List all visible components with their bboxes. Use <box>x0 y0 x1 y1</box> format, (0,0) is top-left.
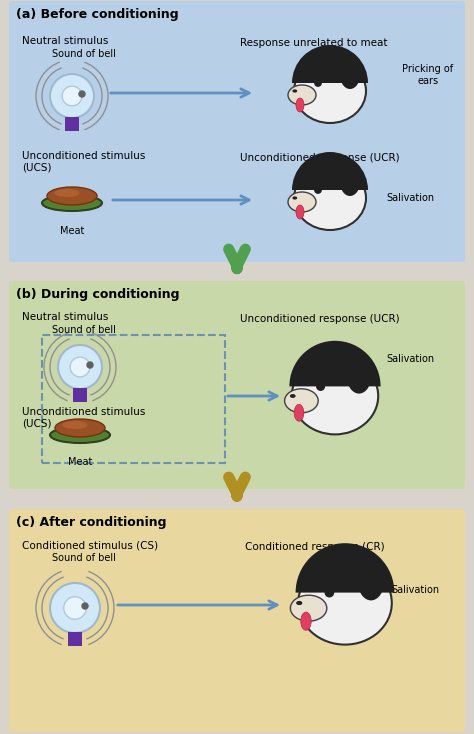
Text: Neutral stimulus: Neutral stimulus <box>22 312 109 322</box>
Ellipse shape <box>294 404 304 421</box>
Ellipse shape <box>340 168 360 196</box>
Circle shape <box>70 357 90 377</box>
Text: Conditioned stimulus (CS): Conditioned stimulus (CS) <box>22 540 158 550</box>
Text: Unconditioned response (UCR): Unconditioned response (UCR) <box>240 314 400 324</box>
Ellipse shape <box>296 601 302 605</box>
Text: Meat: Meat <box>68 457 92 467</box>
Circle shape <box>87 362 93 368</box>
Ellipse shape <box>291 595 327 621</box>
Ellipse shape <box>50 427 110 443</box>
Ellipse shape <box>292 90 297 92</box>
Ellipse shape <box>63 421 88 429</box>
Ellipse shape <box>301 612 311 631</box>
Circle shape <box>79 91 85 97</box>
Wedge shape <box>292 152 368 190</box>
Text: Conditioned response (CR): Conditioned response (CR) <box>245 542 384 552</box>
Ellipse shape <box>292 357 378 435</box>
Ellipse shape <box>288 192 316 212</box>
Ellipse shape <box>55 419 105 437</box>
Text: Response unrelated to meat: Response unrelated to meat <box>240 38 388 48</box>
Ellipse shape <box>340 61 360 89</box>
Wedge shape <box>290 341 381 386</box>
Text: (c) After conditioning: (c) After conditioning <box>16 516 166 529</box>
Text: Neutral stimulus: Neutral stimulus <box>22 36 109 46</box>
Ellipse shape <box>47 187 97 205</box>
Ellipse shape <box>55 189 80 197</box>
Text: Salivation: Salivation <box>387 193 435 203</box>
Ellipse shape <box>288 85 316 105</box>
Text: (a) Before conditioning: (a) Before conditioning <box>16 8 179 21</box>
Ellipse shape <box>296 98 304 112</box>
Circle shape <box>82 603 88 609</box>
Text: Unconditioned response (UCR): Unconditioned response (UCR) <box>240 153 400 163</box>
Text: Sound of bell: Sound of bell <box>52 49 116 59</box>
Text: Sound of bell: Sound of bell <box>52 325 116 335</box>
Text: (b) During conditioning: (b) During conditioning <box>16 288 180 301</box>
FancyBboxPatch shape <box>9 281 465 489</box>
Ellipse shape <box>292 197 297 200</box>
Ellipse shape <box>294 59 366 123</box>
Ellipse shape <box>290 394 296 398</box>
Circle shape <box>50 583 100 633</box>
Text: Salivation: Salivation <box>392 585 440 595</box>
Circle shape <box>315 80 321 86</box>
Ellipse shape <box>347 360 371 393</box>
Wedge shape <box>292 45 368 83</box>
FancyBboxPatch shape <box>9 509 465 732</box>
Text: Salivation: Salivation <box>387 354 435 364</box>
Text: Sound of bell: Sound of bell <box>52 553 116 563</box>
Circle shape <box>58 345 102 389</box>
Ellipse shape <box>42 195 102 211</box>
Ellipse shape <box>358 564 384 600</box>
Bar <box>68 632 82 646</box>
Text: Pricking of
ears: Pricking of ears <box>402 64 454 86</box>
Bar <box>65 117 79 131</box>
Text: Unconditioned stimulus
(UCS): Unconditioned stimulus (UCS) <box>22 151 146 172</box>
Bar <box>73 388 87 402</box>
Circle shape <box>315 186 321 193</box>
Ellipse shape <box>294 166 366 230</box>
Ellipse shape <box>296 205 304 219</box>
Text: Meat: Meat <box>60 226 84 236</box>
Circle shape <box>325 589 334 597</box>
Wedge shape <box>296 543 394 592</box>
Text: Unconditioned stimulus
(UCS): Unconditioned stimulus (UCS) <box>22 407 146 429</box>
Circle shape <box>64 597 86 619</box>
Ellipse shape <box>298 562 392 644</box>
FancyBboxPatch shape <box>9 1 465 262</box>
Circle shape <box>62 86 82 106</box>
Bar <box>42 335 225 463</box>
Circle shape <box>317 382 324 390</box>
Circle shape <box>50 74 94 118</box>
Ellipse shape <box>284 389 318 413</box>
